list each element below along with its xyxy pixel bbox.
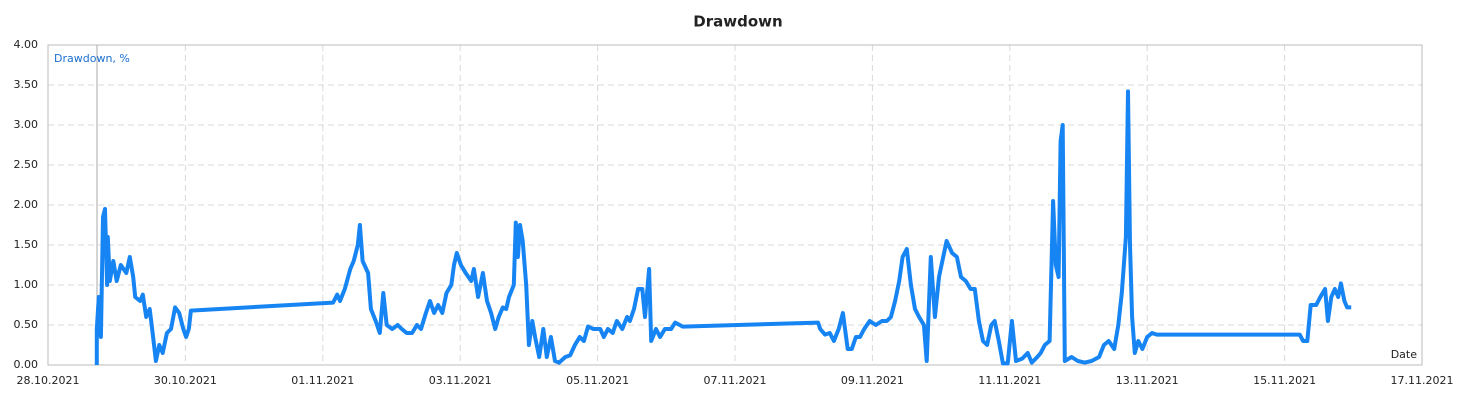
x-axis-label: Date [1391,348,1418,361]
y-tick-label: 2.00 [14,198,39,211]
y-axis-label: Drawdown, % [54,52,130,65]
y-tick-label: 0.00 [14,358,39,371]
x-tick-label: 11.11.2021 [978,374,1041,387]
y-tick-label: 1.00 [14,278,39,291]
y-tick-label: 4.00 [14,38,39,51]
y-tick-label: 0.50 [14,318,39,331]
x-tick-label: 13.11.2021 [1116,374,1179,387]
y-tick-label: 3.00 [14,118,39,131]
x-tick-label: 28.10.2021 [17,374,80,387]
x-tick-label: 03.11.2021 [429,374,492,387]
data-line [94,89,1352,366]
y-tick-label: 2.50 [14,158,39,171]
chart-title: Drawdown [693,13,782,31]
x-tick-label: 30.10.2021 [154,374,217,387]
plot-frame [47,44,1423,366]
x-tick-label: 05.11.2021 [566,374,629,387]
x-tick-label: 01.11.2021 [291,374,354,387]
x-tick-label: 07.11.2021 [704,374,767,387]
y-tick-label: 3.50 [14,78,39,91]
x-tick-label: 09.11.2021 [841,374,904,387]
x-tick-label: 15.11.2021 [1253,374,1316,387]
x-tick-label: 17.11.2021 [1391,374,1454,387]
y-tick-label: 1.50 [14,238,39,251]
